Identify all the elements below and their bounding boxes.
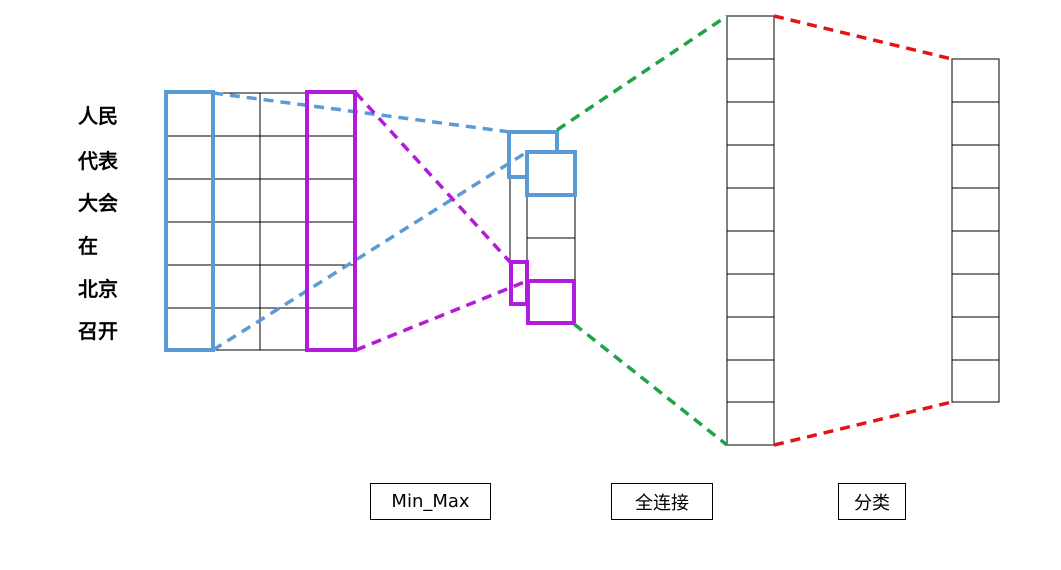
pooling-label: Min_Max <box>370 483 491 520</box>
pooled-cell-a-front <box>525 150 577 197</box>
filter-a-connections <box>212 91 528 352</box>
output-layer <box>951 58 1000 403</box>
token-3: 大会 <box>78 191 118 215</box>
token-1: 人民 <box>78 104 118 128</box>
classification-label: 分类 <box>838 483 906 520</box>
fc-connections <box>556 14 729 447</box>
pooled-cell-b-front <box>526 279 576 325</box>
token-4: 在 <box>78 234 98 258</box>
filter-a-window <box>164 90 215 352</box>
fully-connected-layer <box>726 15 775 446</box>
token-list: 人民 代表 大会 在 北京 召开 <box>77 104 119 343</box>
classify-connections <box>773 14 953 447</box>
token-2: 代表 <box>77 149 119 173</box>
filter-b-connections <box>354 91 528 352</box>
token-6: 召开 <box>77 319 118 343</box>
filter-b-window <box>305 90 357 352</box>
embedding-matrix <box>165 92 357 351</box>
fully-connected-label: 全连接 <box>611 483 713 520</box>
token-5: 北京 <box>78 277 118 301</box>
